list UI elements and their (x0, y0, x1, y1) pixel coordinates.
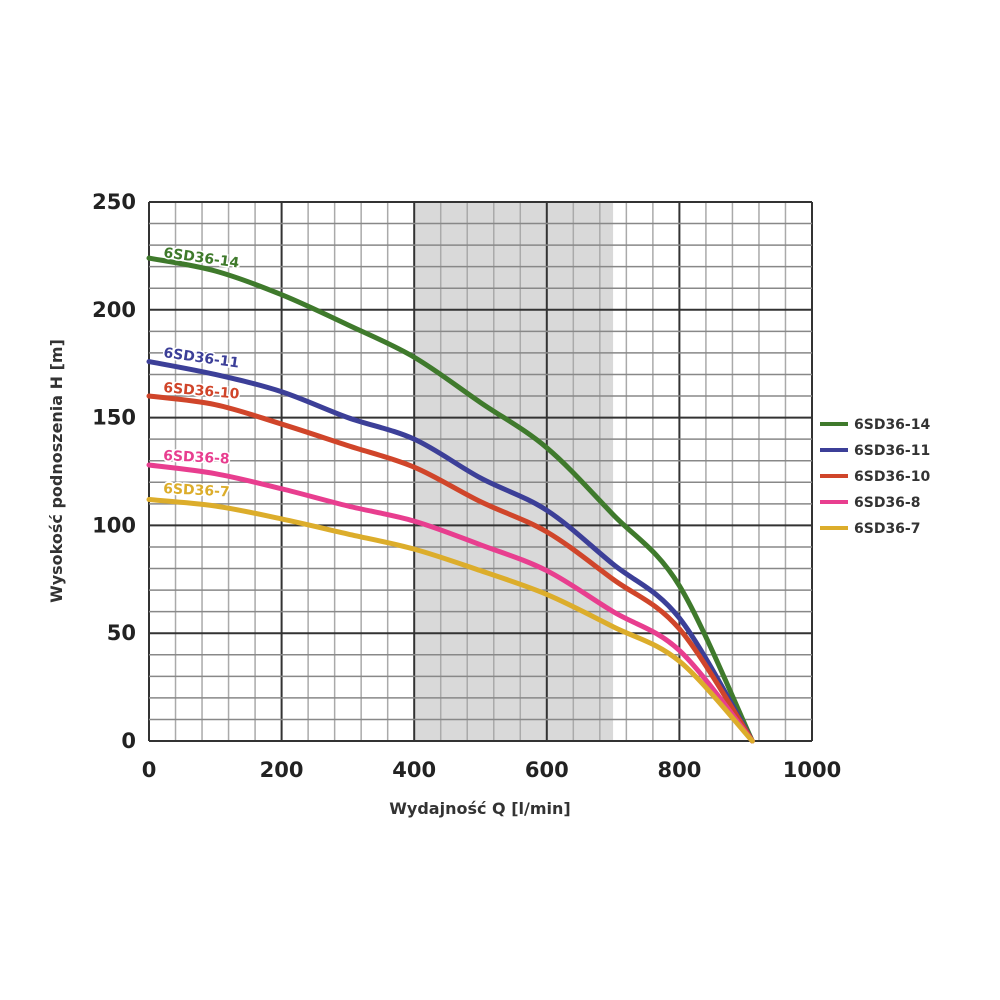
series-line-6SD36-14 (146, 255, 755, 744)
y-tick-label: 150 (92, 406, 136, 430)
x-tick-label: 600 (525, 758, 569, 782)
series-line-6SD36-7 (146, 497, 755, 744)
legend-label: 6SD36-10 (854, 469, 930, 485)
x-tick-label: 800 (657, 758, 701, 782)
series-line-6SD36-10 (146, 393, 755, 744)
legend-label: 6SD36-14 (854, 417, 930, 433)
shaded-region (414, 202, 614, 741)
y-tick-label: 100 (92, 513, 136, 537)
y-axis-label: Wysokość podnoszenia H [m] (47, 339, 66, 603)
x-tick-label: 400 (392, 758, 436, 782)
y-tick-label: 50 (107, 621, 136, 645)
x-tick-label: 1000 (783, 758, 841, 782)
series-line-6SD36-11 (146, 359, 755, 744)
series-line-6SD36-8 (146, 462, 755, 744)
y-tick-label: 0 (121, 729, 136, 753)
x-axis-label: Wydajność Q [l/min] (389, 799, 570, 818)
y-tick-label: 250 (92, 190, 136, 214)
legend-label: 6SD36-11 (854, 443, 930, 459)
x-tick-label: 0 (142, 758, 157, 782)
legend-label: 6SD36-8 (854, 495, 920, 511)
series-label: 6SD36-8 (163, 448, 230, 467)
x-tick-label: 200 (260, 758, 304, 782)
series-label: 6SD36-7 (163, 481, 230, 500)
legend-label: 6SD36-7 (854, 521, 920, 537)
y-tick-label: 200 (92, 298, 136, 322)
